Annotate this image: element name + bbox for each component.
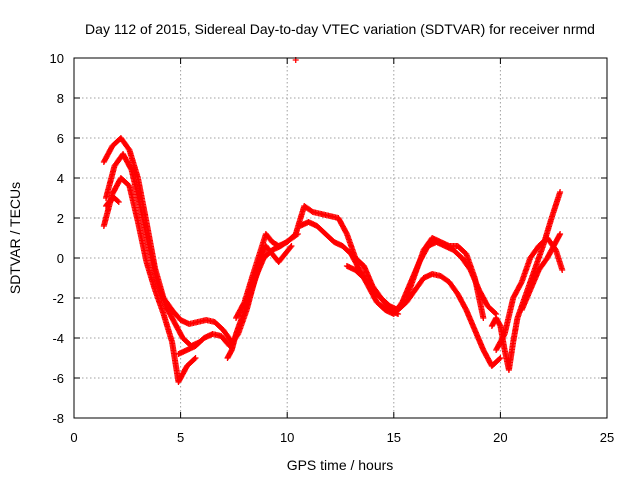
data-point-fill (127, 165, 134, 172)
y-tick-label: 6 (57, 131, 64, 146)
grid-lines (74, 58, 607, 418)
series-satellite-track-4 (102, 195, 122, 209)
data-point-fill (492, 310, 499, 316)
y-tick-label: -4 (52, 331, 64, 346)
data-point-fill (287, 244, 294, 251)
data-point (559, 267, 566, 273)
series-satellite-track-2 (102, 151, 203, 349)
x-tick-label: 10 (280, 430, 294, 445)
series-satellite-track-3 (100, 175, 199, 385)
data-point-fill (114, 198, 121, 204)
x-axis-label: GPS time / hours (287, 457, 394, 473)
data-points (100, 57, 566, 385)
series-satellite-track-9 (343, 263, 504, 369)
y-tick-label: -8 (52, 411, 64, 426)
y-tick-label: 4 (57, 171, 64, 186)
y-tick-label: 10 (50, 51, 64, 66)
y-tick-label: -2 (52, 291, 64, 306)
y-tick-label: -6 (52, 371, 64, 386)
data-point-fill (191, 356, 198, 362)
series-satellite-track-12 (493, 235, 566, 353)
data-point-fill (496, 356, 503, 362)
series-satellite-track-11 (488, 189, 564, 373)
data-point-fill (501, 332, 508, 339)
data-point (288, 243, 295, 249)
x-tick-label: 0 (70, 430, 77, 445)
series-satellite-track-6 (224, 243, 295, 361)
x-tick-label: 25 (600, 430, 614, 445)
series-satellite-track-13 (518, 231, 564, 313)
x-tick-label: 5 (177, 430, 184, 445)
series-satellite-track-10 (403, 235, 487, 321)
y-tick-label: 2 (57, 211, 64, 226)
chart-title: Day 112 of 2015, Sidereal Day-to-day VTE… (85, 21, 595, 37)
data-point (557, 189, 564, 195)
y-tick-label: 8 (57, 91, 64, 106)
plot-frame (73, 57, 608, 419)
data-point (115, 199, 122, 205)
data-point (480, 315, 487, 321)
data-point (497, 355, 504, 361)
y-axis-label: SDTVAR / TECUs (7, 182, 23, 294)
data-point (192, 355, 199, 361)
x-tick-label: 20 (493, 430, 507, 445)
data-point (557, 231, 564, 237)
y-tick-label: 0 (57, 251, 64, 266)
x-tick-label: 15 (387, 430, 401, 445)
axis-ticks: 0 5 10 15 20 25 -8 -6 -4 -2 0 2 4 6 8 10 (50, 51, 615, 445)
